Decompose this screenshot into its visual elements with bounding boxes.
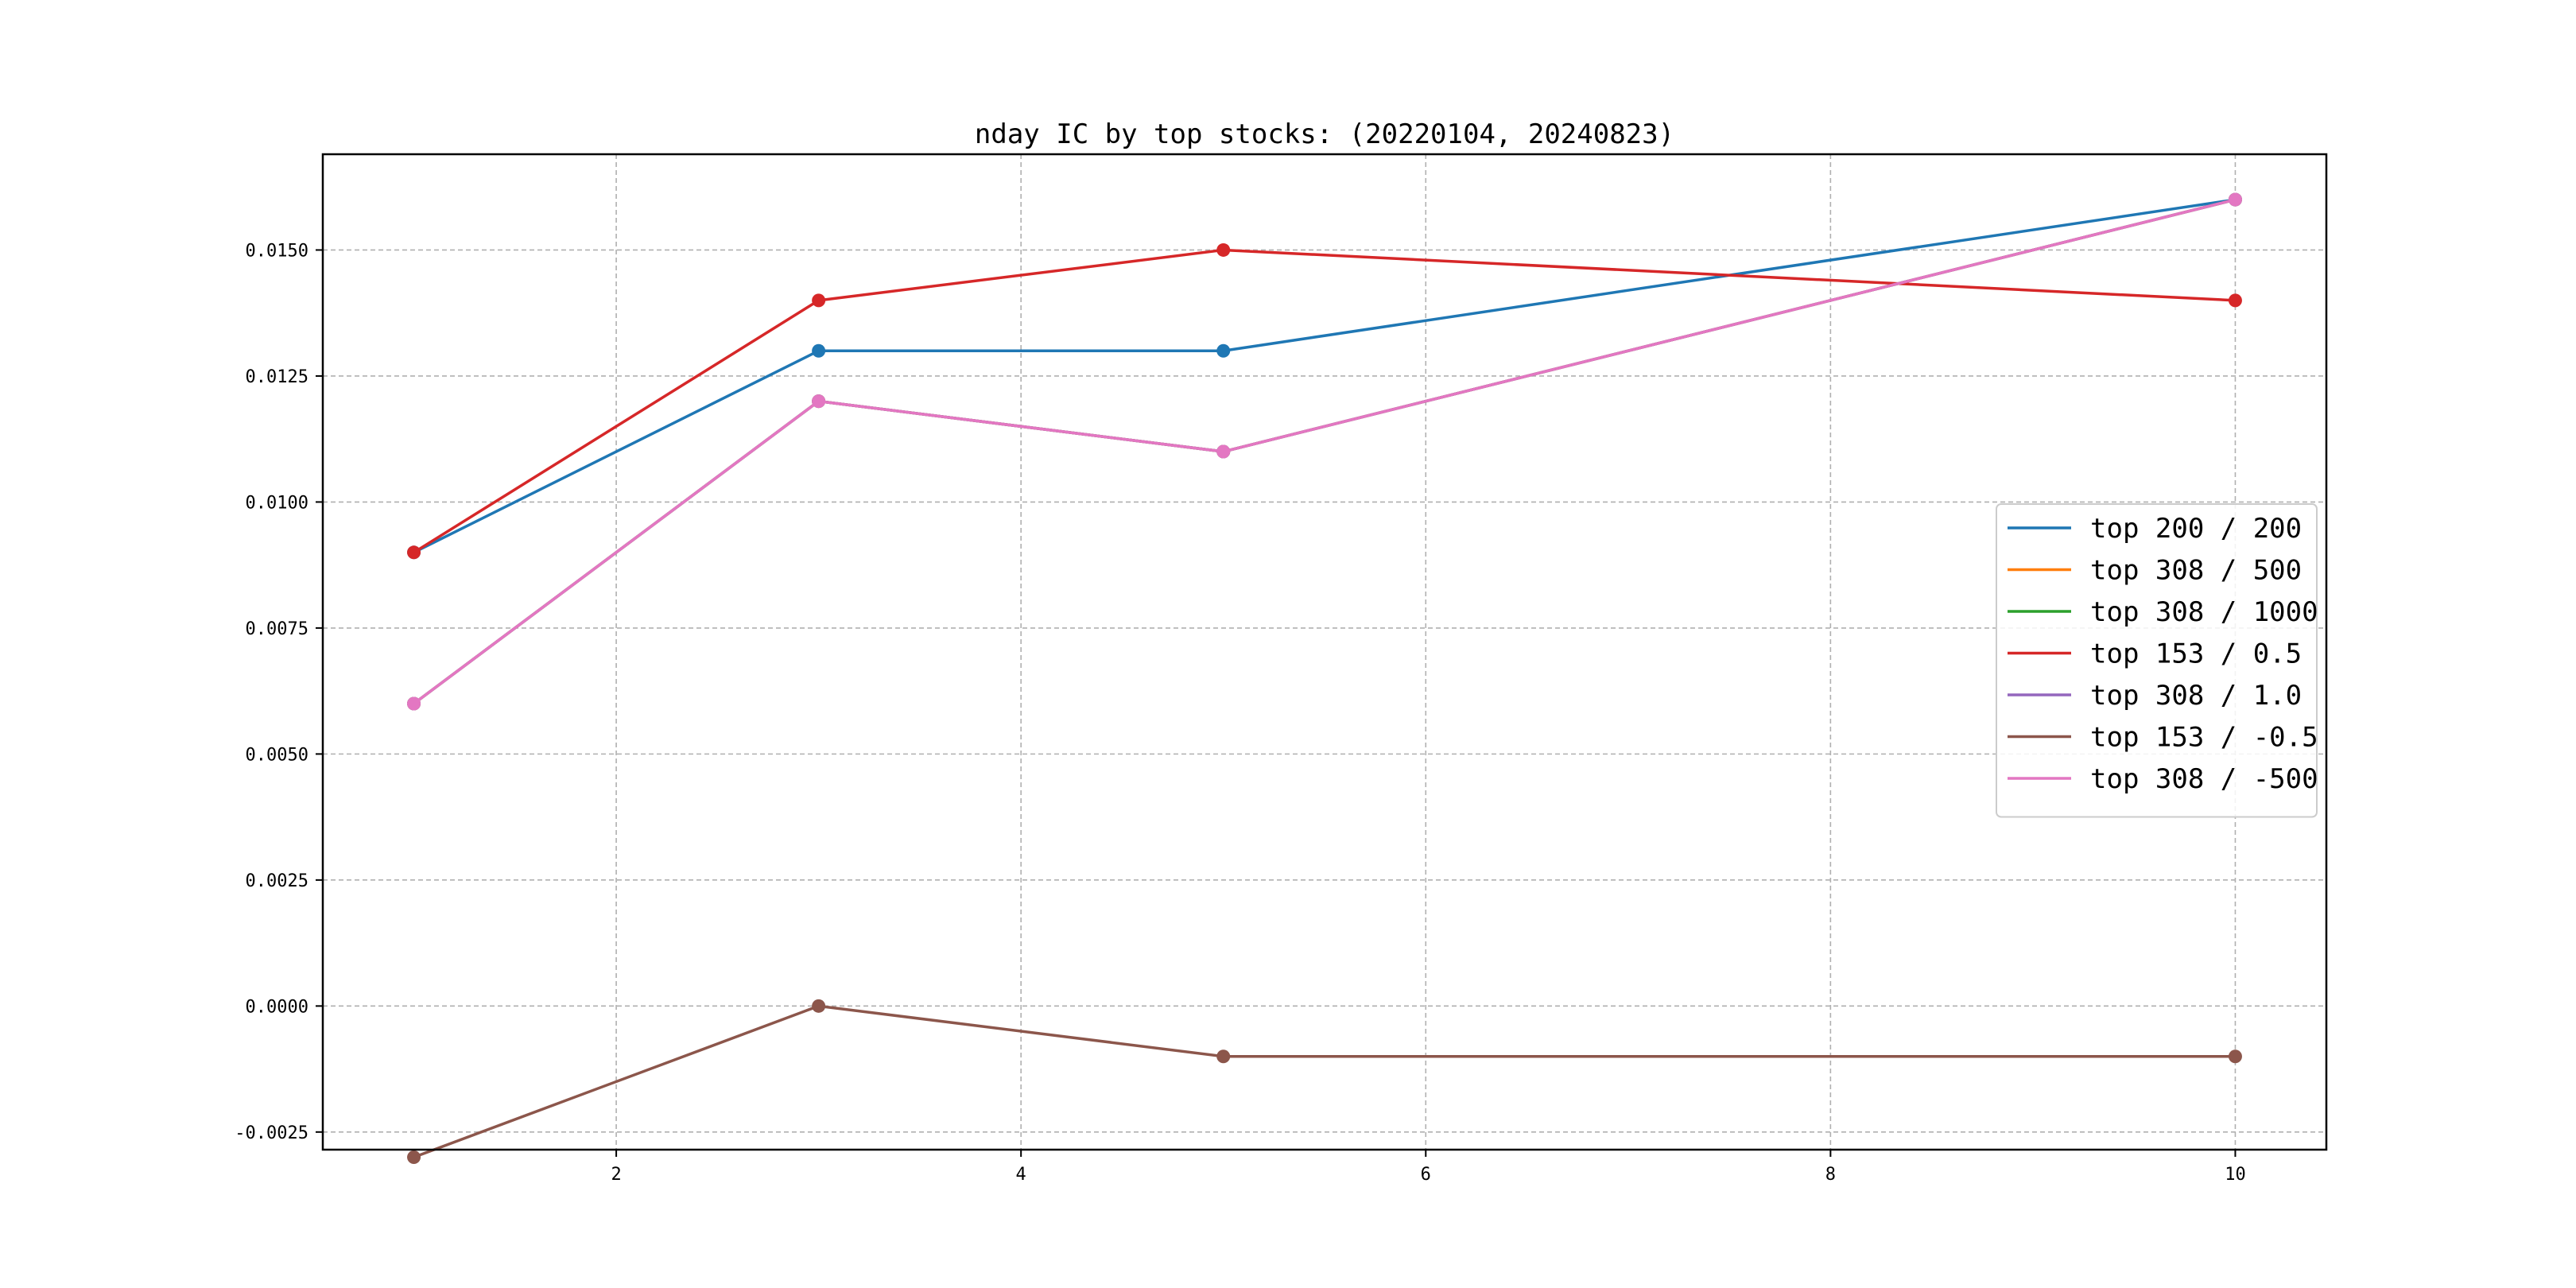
data-point (2228, 293, 2242, 308)
legend-label: top 308 / 1.0 (2090, 680, 2302, 712)
data-point (812, 293, 826, 308)
legend-box (1996, 503, 2318, 818)
legend-label: top 308 / 500 (2090, 555, 2302, 587)
data-point (1216, 444, 1231, 459)
legend-item: top 200 / 200 (2008, 513, 2302, 545)
legend: top 200 / 200 top 308 / 500 top 308 / 1000… (1996, 503, 2318, 818)
y-tick-label: 0.0050 (246, 745, 308, 765)
axes-frame (321, 153, 2328, 1151)
x-tick-label: 4 (1016, 1165, 1026, 1185)
y-tick-label: 0.0125 (246, 367, 308, 387)
data-point (812, 394, 826, 409)
data-point (812, 999, 826, 1013)
data-point (812, 343, 826, 358)
grid (323, 154, 2326, 1150)
legend-label: top 308 / -500 (2090, 763, 2318, 795)
data-point (1216, 1049, 1231, 1064)
legend-item: top 308 / 500 (2008, 555, 2302, 587)
y-tick-label: 0.0150 (246, 241, 308, 261)
legend-item: top 153 / -0.5 (2008, 722, 2318, 754)
series-6 (407, 192, 2242, 711)
data-point (407, 696, 421, 711)
legend-label: top 308 / 1000 (2090, 596, 2318, 628)
y-tick-label: -0.0025 (235, 1123, 308, 1143)
legend-item: top 153 / 0.5 (2008, 638, 2302, 670)
ticks-layer: 2 4 6 8 10 -0.0025 0.0000 0.0025 0.0050 0.0075 0.0… (235, 241, 2245, 1185)
series-line (413, 248, 2236, 554)
data-point (407, 545, 421, 560)
series-layer (407, 192, 2242, 1165)
data-point (1216, 242, 1231, 257)
x-tick-label: 6 (1421, 1165, 1431, 1185)
data-point (2228, 1049, 2242, 1064)
y-tick-label: 0.0100 (246, 493, 308, 513)
data-point (2228, 192, 2242, 207)
y-tick-label: 0.0025 (246, 871, 308, 891)
legend-label: top 153 / 0.5 (2090, 638, 2302, 670)
y-tick-label: 0.0000 (246, 997, 308, 1017)
data-point (407, 1150, 421, 1165)
legend-item: top 308 / 1.0 (2008, 680, 2302, 712)
x-tick-label: 8 (1825, 1165, 1836, 1185)
legend-item: top 308 / 1000 (2008, 596, 2318, 628)
y-tick-label: 0.0075 (246, 619, 308, 639)
series-line (413, 198, 2236, 705)
legend-label: top 153 / -0.5 (2090, 722, 2318, 754)
chart-title: nday IC by top stocks: (20220104, 202408… (975, 118, 1674, 150)
legend-label: top 200 / 200 (2090, 513, 2302, 545)
legend-item: top 308 / -500 (2008, 763, 2318, 795)
series-line (413, 1004, 2236, 1159)
data-point (1216, 343, 1231, 358)
x-tick-label: 2 (611, 1165, 621, 1185)
series-5 (407, 999, 2242, 1165)
series-3 (407, 242, 2242, 560)
x-tick-label: 10 (2225, 1165, 2246, 1185)
